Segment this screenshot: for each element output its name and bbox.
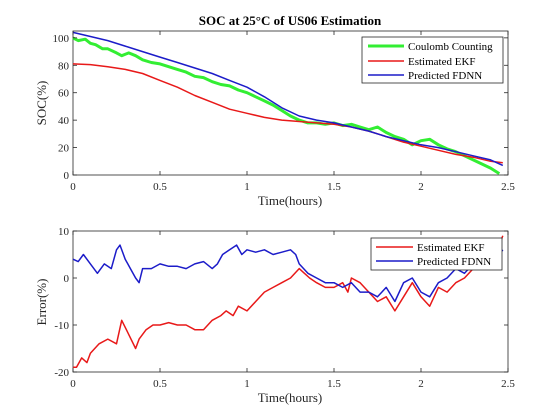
y-tick-label: 80 xyxy=(58,60,70,72)
x-tick-label: 2.5 xyxy=(501,378,515,390)
x-tick-label: 2.5 xyxy=(501,181,515,193)
series-line-0 xyxy=(73,235,504,369)
y-axis-label: SOC(%) xyxy=(34,81,49,126)
chart-title: SOC at 25°C of US06 Estimation xyxy=(199,13,382,28)
tick-group: 0 0.5 1 1.5 2 2.5 0 20 40 60 80 100 xyxy=(53,31,515,193)
series-line-0 xyxy=(72,36,501,175)
x-axis-label: Time(hours) xyxy=(258,390,323,405)
legend-entry-ekf: Estimated EKF xyxy=(417,242,485,254)
series-group xyxy=(72,31,504,175)
y-axis-label: Error(%) xyxy=(34,279,49,326)
y-tick-label: 0 xyxy=(64,273,70,285)
series-line-1 xyxy=(72,244,504,303)
error-chart: 0 0.5 1 1.5 2 2.5 -20 -10 0 10 Time(hours) Error(… xyxy=(34,226,515,405)
y-tick-label: 100 xyxy=(53,33,70,45)
x-tick-label: 1 xyxy=(244,378,250,390)
series-line-2 xyxy=(72,31,504,167)
y-tick-label: 0 xyxy=(64,170,70,182)
series-line-1 xyxy=(72,63,503,164)
legend: Estimated EKF Predicted FDNN xyxy=(370,237,503,271)
x-tick-label: 0 xyxy=(70,378,76,390)
soc-chart: SOC at 25°C of US06 Estimation 0 0.5 1 1.5 2… xyxy=(34,13,515,208)
x-tick-label: 2 xyxy=(418,181,424,193)
legend-entry-fdnn: Predicted FDNN xyxy=(417,256,491,268)
series-group xyxy=(72,235,504,369)
tick-group: 0 0.5 1 1.5 2 2.5 -20 -10 0 10 xyxy=(54,226,515,390)
x-tick-label: 2 xyxy=(418,378,424,390)
legend-entry-fdnn: Predicted FDNN xyxy=(408,70,482,82)
x-tick-label: 0 xyxy=(70,181,76,193)
y-tick-label: 60 xyxy=(58,88,70,100)
y-tick-label: -20 xyxy=(54,367,69,379)
x-axis-label: Time(hours) xyxy=(258,193,323,208)
y-tick-label: 40 xyxy=(58,115,70,127)
y-tick-label: -10 xyxy=(54,320,69,332)
x-tick-label: 1.5 xyxy=(327,181,341,193)
x-tick-label: 0.5 xyxy=(153,181,167,193)
x-tick-label: 0.5 xyxy=(153,378,167,390)
y-tick-label: 20 xyxy=(58,143,70,155)
x-tick-label: 1.5 xyxy=(327,378,341,390)
x-tick-label: 1 xyxy=(244,181,250,193)
legend-entry-ekf: Estimated EKF xyxy=(408,56,476,68)
legend: Coulomb Counting Estimated EKF Predicted… xyxy=(361,36,504,84)
legend-entry-coulomb: Coulomb Counting xyxy=(408,41,493,53)
y-tick-label: 10 xyxy=(58,226,70,238)
legend-box xyxy=(370,237,503,271)
